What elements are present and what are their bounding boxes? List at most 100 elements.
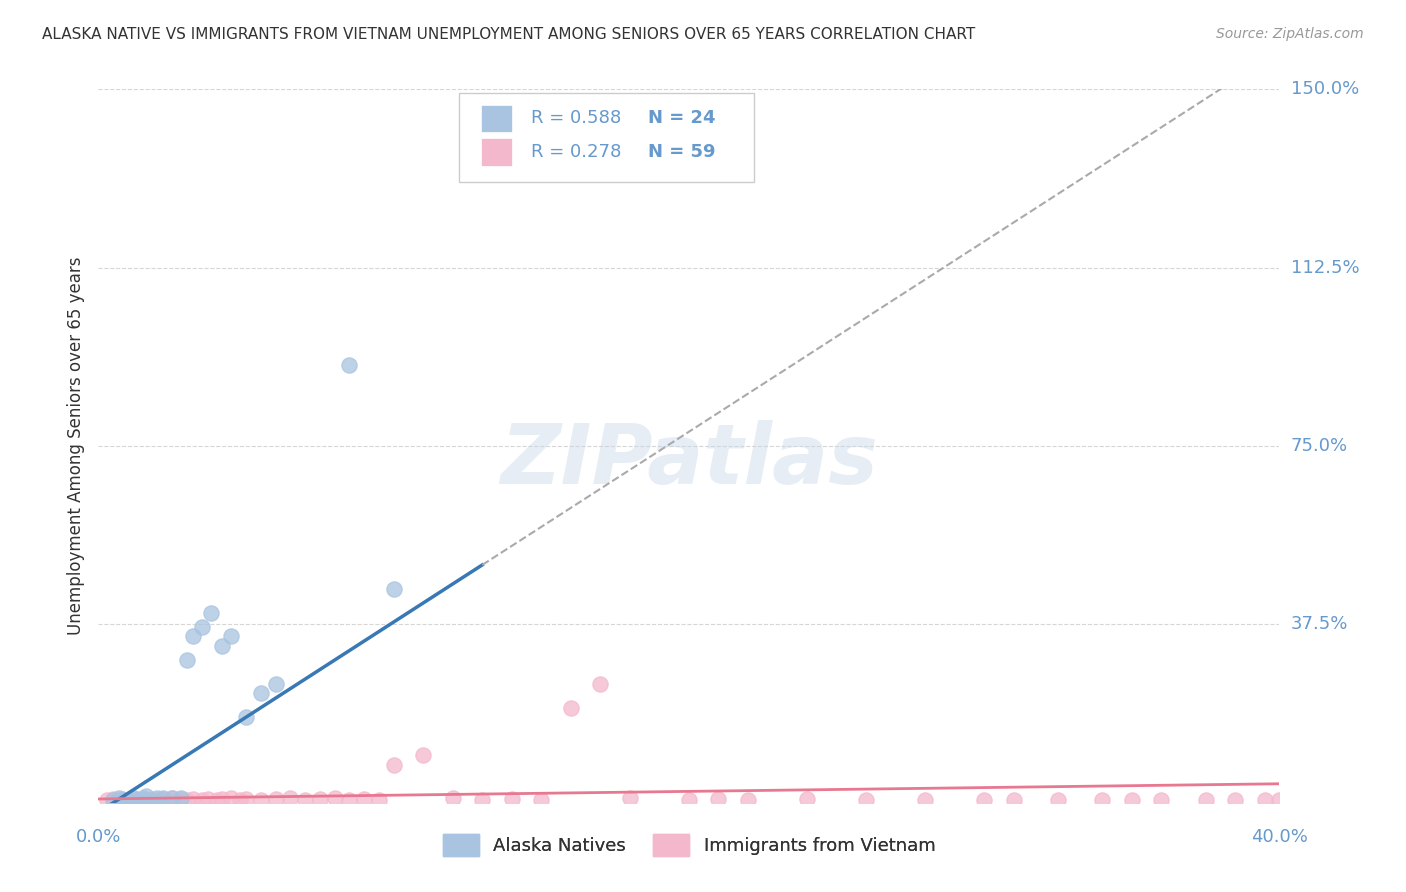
Point [181, 792, 204, 806]
Text: Source: ZipAtlas.com: Source: ZipAtlas.com [1216, 27, 1364, 41]
Point [152, 792, 174, 806]
Point [205, 793, 228, 807]
Point [1254, 793, 1277, 807]
Point [1268, 793, 1291, 807]
Point [170, 792, 193, 806]
Text: N = 24: N = 24 [648, 110, 716, 128]
Text: 75.0%: 75.0% [1291, 437, 1348, 455]
Point [219, 791, 242, 805]
Point [1121, 793, 1143, 807]
Point [309, 792, 332, 806]
Point [1195, 793, 1218, 807]
Point [167, 793, 190, 807]
Point [111, 793, 134, 807]
Text: 150.0%: 150.0% [1291, 80, 1358, 98]
Point [103, 792, 125, 806]
FancyBboxPatch shape [458, 93, 754, 182]
Point [200, 606, 222, 620]
Point [382, 582, 405, 596]
Point [1223, 793, 1246, 807]
Point [155, 793, 177, 807]
Point [135, 789, 157, 803]
Point [138, 793, 160, 807]
Point [471, 793, 494, 807]
Point [122, 791, 145, 805]
Legend: Alaska Natives, Immigrants from Vietnam: Alaska Natives, Immigrants from Vietnam [433, 825, 945, 865]
Point [368, 793, 391, 807]
Point [589, 677, 612, 691]
Point [264, 677, 287, 691]
Point [125, 793, 148, 807]
Point [211, 639, 233, 653]
Point [294, 793, 316, 807]
Point [181, 629, 204, 643]
Point [219, 629, 242, 643]
Point [619, 791, 641, 805]
Point [1002, 793, 1025, 807]
Text: R = 0.278: R = 0.278 [530, 143, 621, 161]
Point [235, 792, 257, 806]
Point [162, 791, 183, 805]
Point [211, 792, 233, 806]
Point [560, 700, 582, 714]
Point [141, 792, 163, 806]
Point [162, 791, 183, 805]
Point [117, 793, 139, 807]
Point [382, 757, 405, 772]
Point [323, 791, 346, 805]
Point [132, 791, 155, 805]
Point [191, 620, 214, 634]
Point [412, 748, 434, 763]
Point [229, 793, 252, 807]
FancyBboxPatch shape [481, 105, 512, 132]
Point [141, 793, 163, 807]
Point [146, 793, 169, 807]
Point [337, 358, 360, 372]
Point [111, 792, 134, 806]
Point [1091, 793, 1114, 807]
Point [235, 710, 257, 724]
Text: N = 59: N = 59 [648, 143, 716, 161]
Point [353, 792, 375, 806]
Point [707, 792, 730, 806]
Point [176, 653, 198, 667]
Y-axis label: Unemployment Among Seniors over 65 years: Unemployment Among Seniors over 65 years [66, 257, 84, 635]
Point [197, 792, 219, 806]
Point [1150, 793, 1173, 807]
Point [146, 791, 169, 805]
Point [737, 793, 759, 807]
Point [914, 793, 936, 807]
Point [796, 792, 818, 806]
Point [264, 792, 287, 806]
Point [96, 793, 118, 807]
Point [501, 792, 523, 806]
Point [1046, 793, 1069, 807]
Point [108, 791, 131, 805]
Point [170, 791, 193, 805]
Text: ALASKA NATIVE VS IMMIGRANTS FROM VIETNAM UNEMPLOYMENT AMONG SENIORS OVER 65 YEAR: ALASKA NATIVE VS IMMIGRANTS FROM VIETNAM… [42, 27, 976, 42]
Point [678, 793, 700, 807]
Point [337, 793, 360, 807]
Point [176, 793, 198, 807]
Point [250, 793, 273, 807]
Point [125, 793, 148, 807]
Text: 40.0%: 40.0% [1251, 828, 1308, 846]
Point [132, 792, 155, 806]
Point [278, 791, 302, 805]
Text: 37.5%: 37.5% [1291, 615, 1348, 633]
Point [973, 793, 995, 807]
Point [530, 793, 553, 807]
Text: 112.5%: 112.5% [1291, 259, 1360, 277]
Point [117, 793, 139, 807]
Text: ZIPatlas: ZIPatlas [501, 420, 877, 500]
Point [108, 793, 131, 807]
Text: 0.0%: 0.0% [76, 828, 121, 846]
Point [122, 792, 145, 806]
Point [855, 793, 877, 807]
FancyBboxPatch shape [481, 138, 512, 166]
Point [191, 793, 214, 807]
Point [441, 791, 464, 805]
Text: R = 0.588: R = 0.588 [530, 110, 621, 128]
Point [152, 791, 174, 805]
Point [103, 793, 125, 807]
